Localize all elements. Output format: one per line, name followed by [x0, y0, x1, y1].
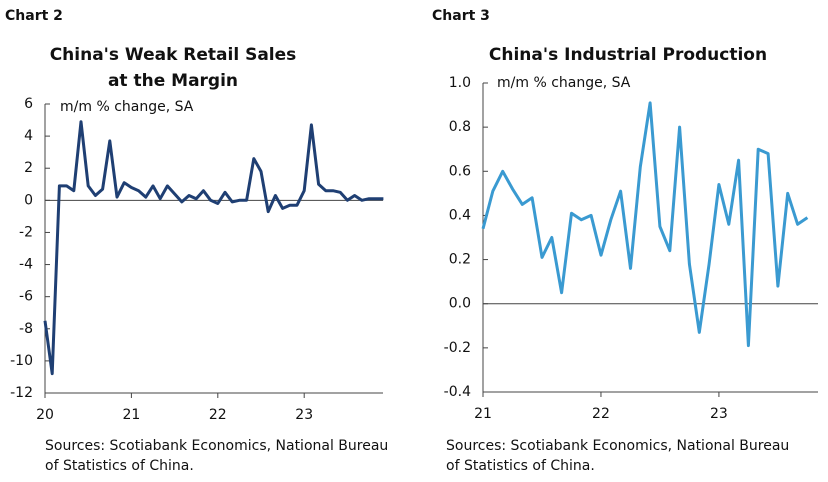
x-tick-label: 23 — [295, 407, 313, 423]
data-line — [481, 101, 809, 348]
y-axis-label: m/m % change, SA — [60, 99, 194, 115]
chart-title: China's Weak Retail Sales — [50, 45, 297, 65]
y-tick-label: -10 — [10, 353, 33, 369]
y-axis-label: m/m % change, SA — [497, 75, 631, 91]
y-tick-label: 2 — [24, 160, 33, 176]
y-tick-label: 0.4 — [449, 207, 471, 223]
x-tick-label: 21 — [474, 406, 492, 422]
y-tick-label: 0.0 — [449, 296, 471, 312]
chart-title: China's Industrial Production — [489, 45, 767, 65]
y-tick-label: 0.6 — [449, 163, 471, 179]
y-tick-label: -0.2 — [444, 340, 471, 356]
y-tick-label: -2 — [19, 224, 33, 240]
source-note: of Statistics of China. — [45, 458, 194, 474]
y-tick-label: -0.4 — [444, 384, 471, 400]
y-tick-label: 6 — [24, 96, 33, 112]
y-tick-label: 0.8 — [449, 119, 471, 135]
chart-label: Chart 3 — [432, 8, 490, 24]
chart-label: Chart 2 — [5, 8, 63, 24]
x-tick-label: 23 — [710, 406, 728, 422]
source-note: Sources: Scotiabank Economics, National … — [446, 438, 789, 454]
y-tick-label: 1.0 — [449, 75, 471, 91]
x-tick-label: 22 — [592, 406, 610, 422]
x-tick-label: 22 — [209, 407, 227, 423]
x-tick-label: 20 — [36, 407, 54, 423]
source-note: of Statistics of China. — [446, 458, 595, 474]
y-tick-label: -8 — [19, 321, 33, 337]
data-line — [43, 120, 384, 376]
y-tick-label: -6 — [19, 289, 33, 305]
source-note: Sources: Scotiabank Economics, National … — [45, 438, 388, 454]
x-tick-label: 21 — [122, 407, 140, 423]
y-tick-label: 0 — [24, 192, 33, 208]
y-tick-label: 4 — [24, 128, 33, 144]
y-tick-label: 0.2 — [449, 252, 471, 268]
y-tick-label: -4 — [19, 257, 33, 273]
chart-title: at the Margin — [108, 71, 238, 91]
y-tick-label: -12 — [10, 385, 33, 401]
